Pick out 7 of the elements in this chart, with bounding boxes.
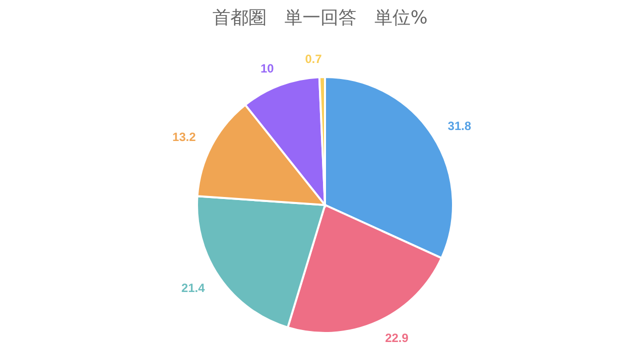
data-label: 31.8 (448, 118, 472, 133)
data-label: 0.7 (305, 52, 322, 66)
data-label: 21.4 (181, 280, 206, 295)
data-label: 10 (260, 61, 274, 76)
chart-title: 首都圏 単一回答 単位% (212, 8, 428, 28)
data-label: 22.9 (385, 331, 409, 346)
data-label: 13.2 (172, 130, 196, 144)
